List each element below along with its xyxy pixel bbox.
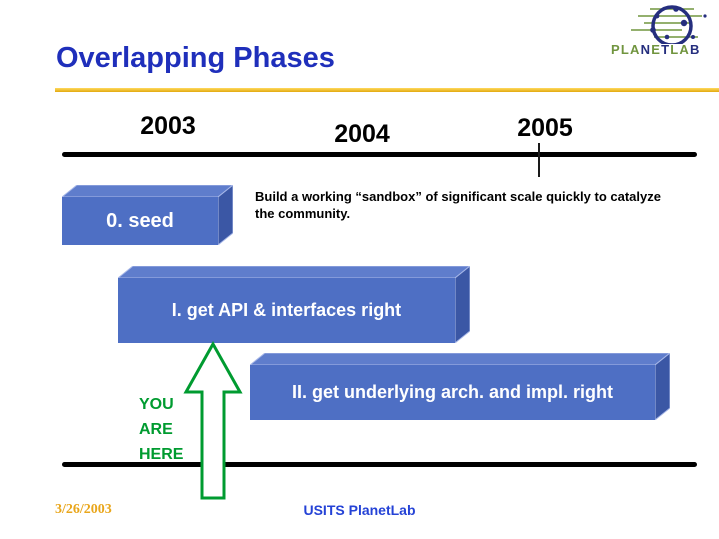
phase-label-api: I. get API & interfaces right bbox=[171, 300, 402, 320]
phase-label-seed: 0. seed bbox=[106, 209, 174, 232]
logo-letter: L bbox=[670, 42, 680, 57]
timeline-year-2004: 2004 bbox=[334, 120, 390, 148]
year-2005-tick bbox=[538, 143, 540, 177]
logo-letter: N bbox=[640, 42, 652, 57]
title-underline bbox=[55, 88, 719, 92]
box-3d-graphic bbox=[118, 266, 470, 343]
timeline-bar-bottom bbox=[62, 462, 697, 467]
up-arrow-icon bbox=[183, 340, 243, 500]
planetlab-logo: PLANETLAB bbox=[598, 0, 719, 62]
globe-network-icon bbox=[631, 5, 707, 44]
timeline-year-2003: 2003 bbox=[140, 112, 196, 140]
logo-letter: P bbox=[611, 42, 621, 57]
phase-box-api: I. get API & interfaces right bbox=[118, 266, 470, 343]
phase-box-arch: II. get underlying arch. and impl. right bbox=[250, 353, 670, 420]
box-3d-graphic bbox=[250, 353, 670, 420]
logo-letter: A bbox=[630, 42, 641, 57]
sandbox-note: Build a working “sandbox” of significant… bbox=[255, 189, 661, 221]
logo-letter: T bbox=[661, 42, 671, 57]
phase-label-arch: II. get underlying arch. and impl. right bbox=[291, 382, 614, 402]
phase-box-seed: 0. seed bbox=[62, 185, 233, 245]
footer-date: 3/26/2003 bbox=[55, 502, 112, 517]
timeline-year-2005: 2005 bbox=[517, 114, 573, 142]
logo-letter: A bbox=[679, 42, 690, 57]
you-are-here-label: YOU ARE HERE bbox=[139, 396, 184, 463]
logo-letter: E bbox=[651, 42, 662, 57]
page-title: Overlapping Phases bbox=[56, 42, 335, 74]
box-3d-graphic bbox=[62, 185, 233, 245]
planetlab-wordmark: PLANETLAB bbox=[611, 42, 701, 57]
logo-letter: L bbox=[620, 42, 631, 57]
footer-venue: USITS PlanetLab bbox=[303, 502, 416, 518]
logo-letter: B bbox=[690, 42, 701, 57]
timeline-bar-top bbox=[62, 152, 697, 157]
